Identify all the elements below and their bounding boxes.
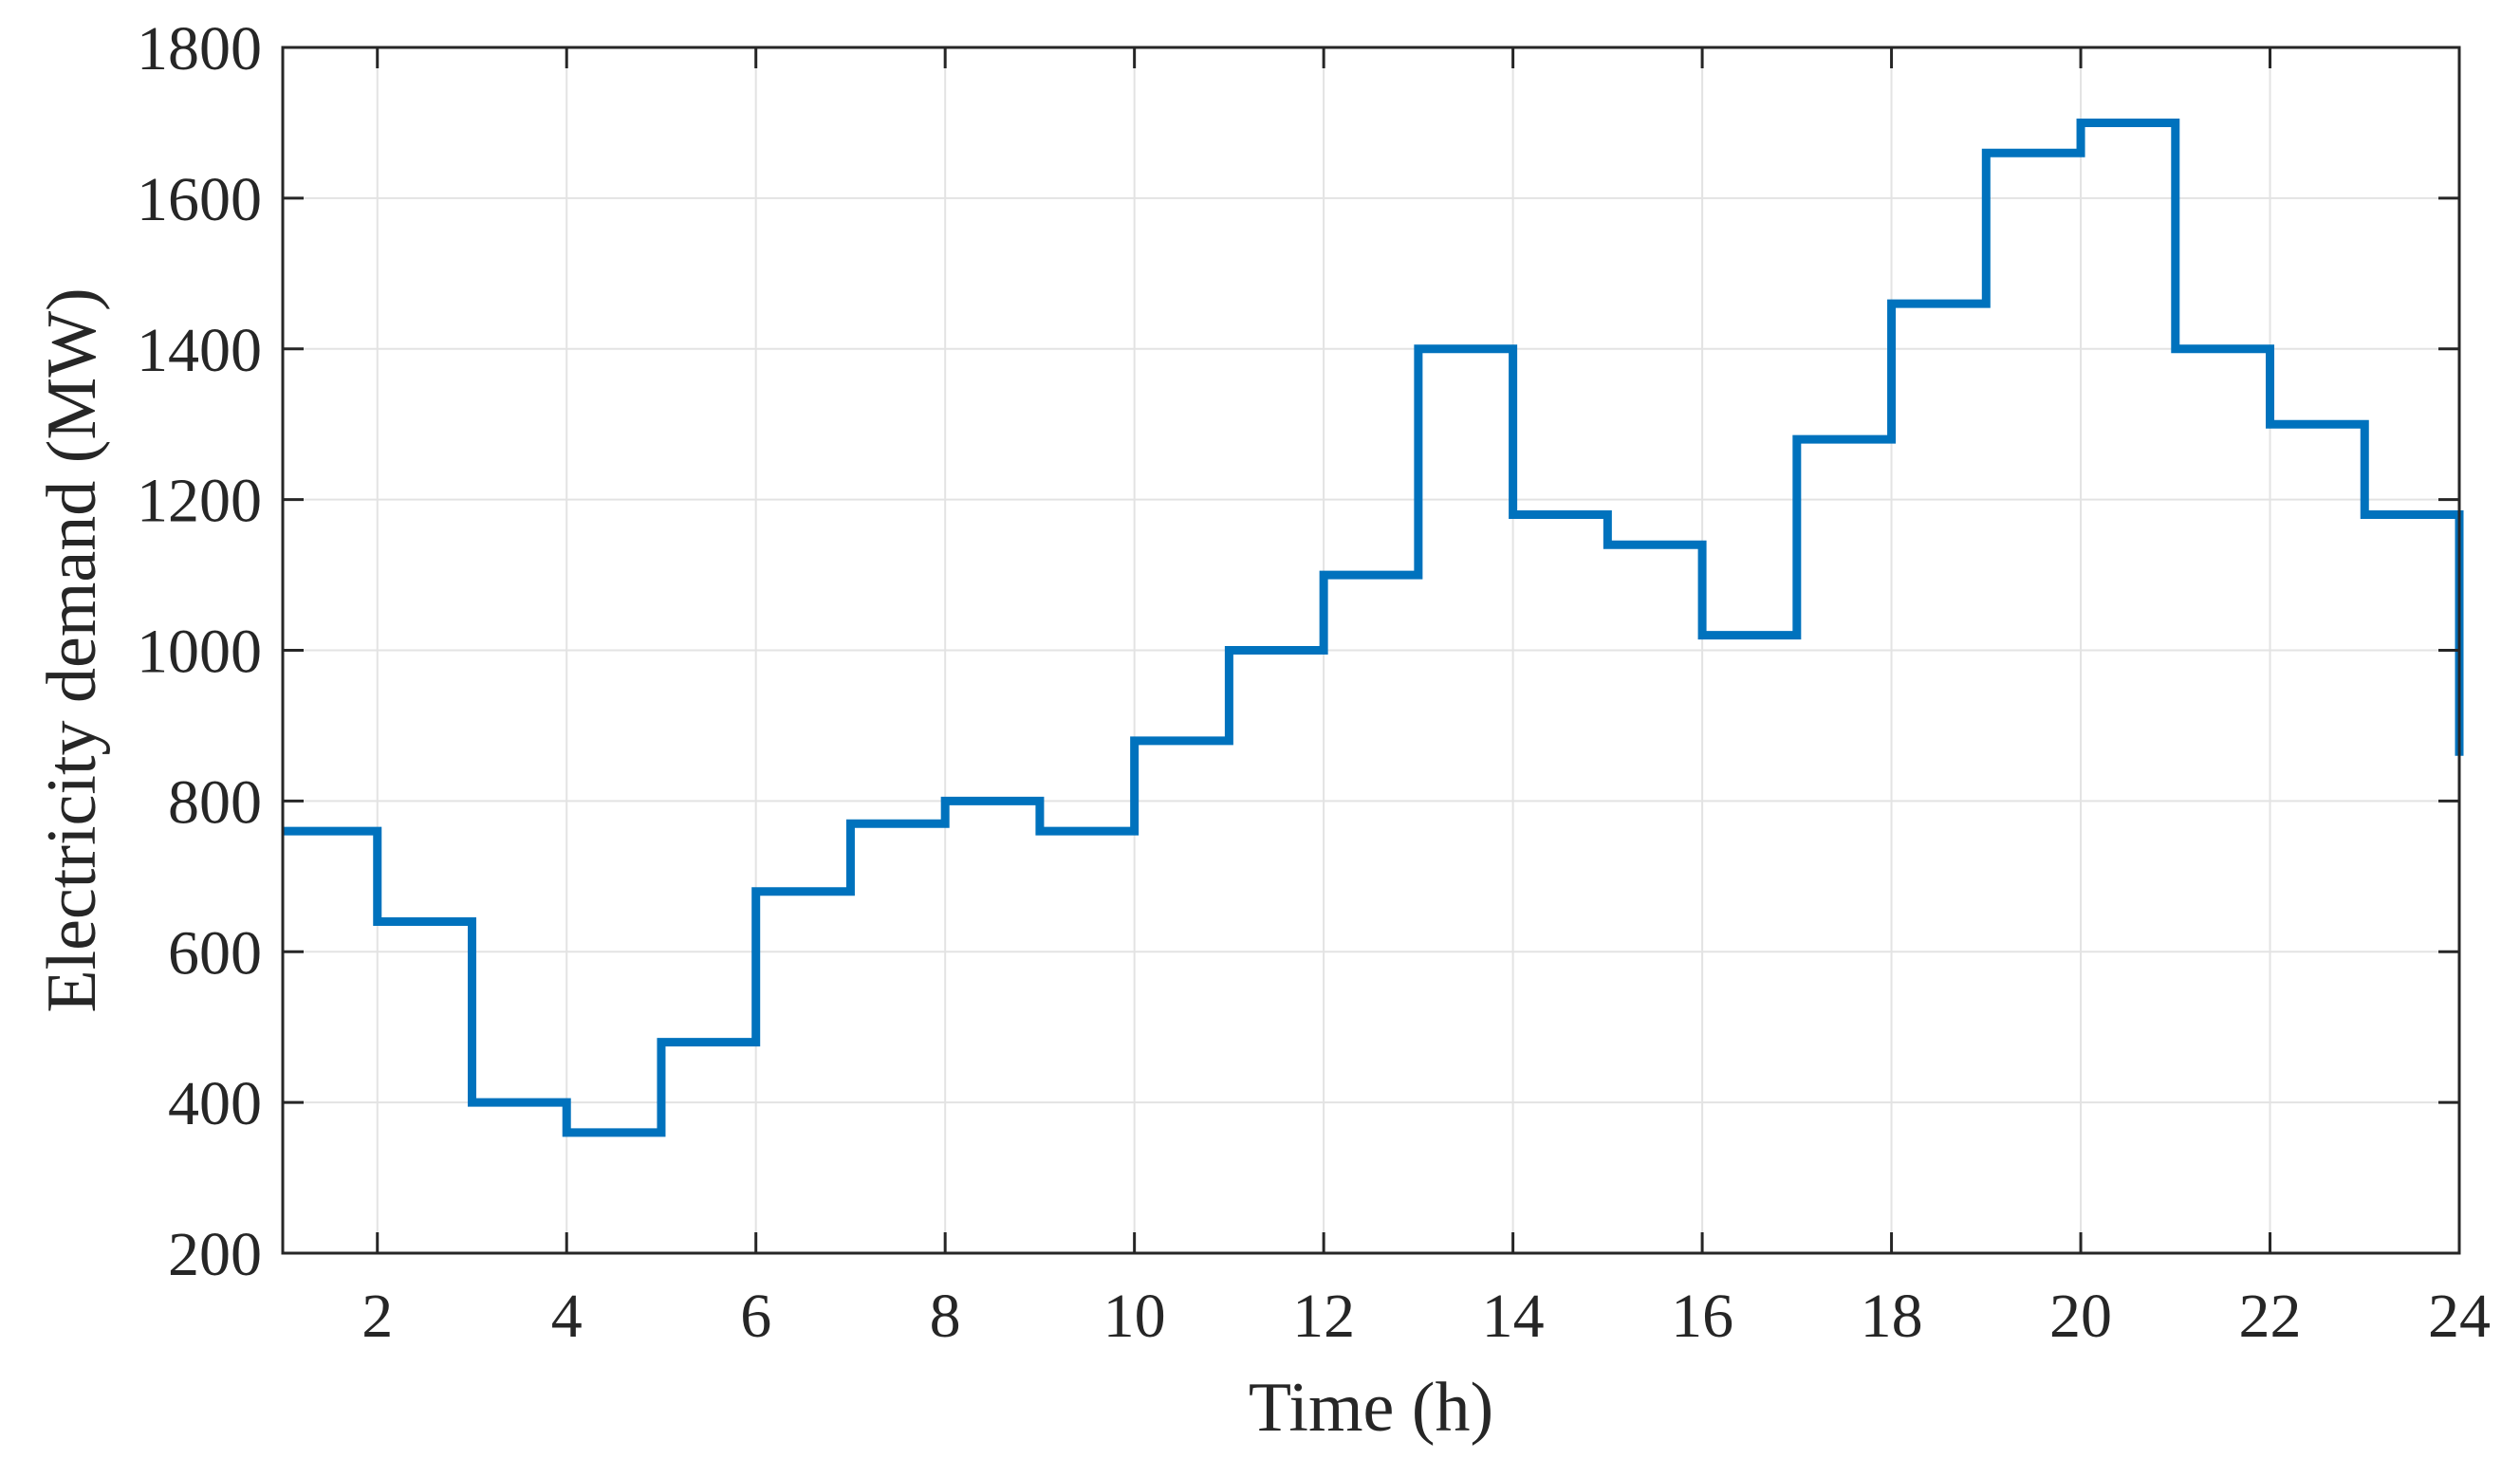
- x-tick-label: 14: [1482, 1282, 1545, 1351]
- x-tick-label: 16: [1671, 1282, 1733, 1351]
- x-tick-label: 8: [930, 1282, 961, 1351]
- y-tick-label: 1600: [137, 165, 262, 234]
- x-tick-label: 24: [2428, 1282, 2491, 1351]
- x-tick-label: 2: [361, 1282, 393, 1351]
- x-tick-labels: 2 4 6 8 10 12 14 16 18 20 22 24: [361, 1282, 2491, 1351]
- tick-marks: [283, 46, 2461, 1255]
- x-tick-label: 22: [2239, 1282, 2302, 1351]
- x-tick-label: 12: [1292, 1282, 1355, 1351]
- x-axis-title: Time (h): [1249, 1369, 1493, 1447]
- y-tick-label: 200: [168, 1220, 262, 1289]
- y-tick-label: 600: [168, 918, 262, 988]
- y-axis-title: Electricity demand (MW): [33, 287, 111, 1012]
- x-tick-label: 10: [1103, 1282, 1166, 1351]
- y-tick-label: 1200: [137, 467, 262, 536]
- y-tick-label: 1800: [137, 14, 262, 83]
- y-tick-labels: 200 400 600 800 1000 1200 1400 1600 1800: [137, 14, 262, 1289]
- x-tick-label: 18: [1861, 1282, 1923, 1351]
- x-tick-label: 6: [740, 1282, 771, 1351]
- y-tick-label: 800: [168, 767, 262, 837]
- demand-step-line: [283, 118, 2464, 1137]
- y-tick-label: 1000: [137, 618, 262, 687]
- y-tick-label: 400: [168, 1069, 262, 1138]
- grid: [283, 46, 2460, 1254]
- y-tick-label: 1400: [137, 316, 262, 385]
- x-tick-label: 20: [2049, 1282, 2112, 1351]
- series-layer: [283, 118, 2464, 1137]
- x-tick-label: 4: [551, 1282, 583, 1351]
